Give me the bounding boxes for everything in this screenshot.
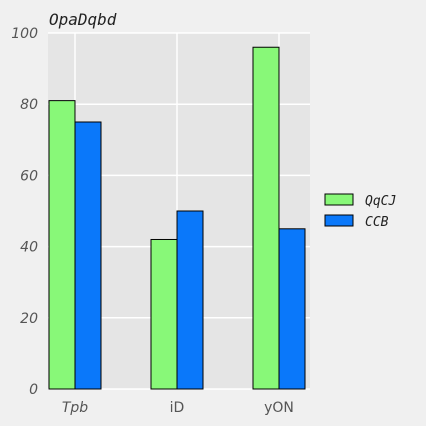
y-tick-label: 60 [20,168,38,184]
bars [48,46,306,390]
legend: QqCJ CCB [324,193,396,230]
x-tick-label: Tpb [62,400,88,416]
bar-QqCJ-iD [150,238,178,390]
legend-swatch-QqCJ [324,193,354,206]
legend-label: CCB [365,215,389,230]
legend-label: QqCJ [365,194,396,209]
x-axis-ticks: Tpb iD yON [62,400,294,416]
y-axis-ticks: 0 20 40 60 80 100 [11,26,38,398]
y-tick-label: 40 [20,240,38,256]
bar-QqCJ-Tpb [48,100,76,390]
y-tick-label: 100 [11,26,38,42]
bar-CCB-yON [278,228,306,390]
bar-CCB-Tpb [74,121,102,390]
chart-title: OpaDqbd [49,10,117,29]
y-tick-label: 20 [20,311,38,327]
y-tick-label: 80 [20,97,38,113]
x-tick-label: iD [170,400,185,416]
bar-QqCJ-yON [252,46,280,390]
x-tick-label: yON [264,400,294,416]
y-tick-label: 0 [29,382,38,398]
legend-swatch-CCB [324,214,354,227]
bar-CCB-iD [176,210,204,390]
